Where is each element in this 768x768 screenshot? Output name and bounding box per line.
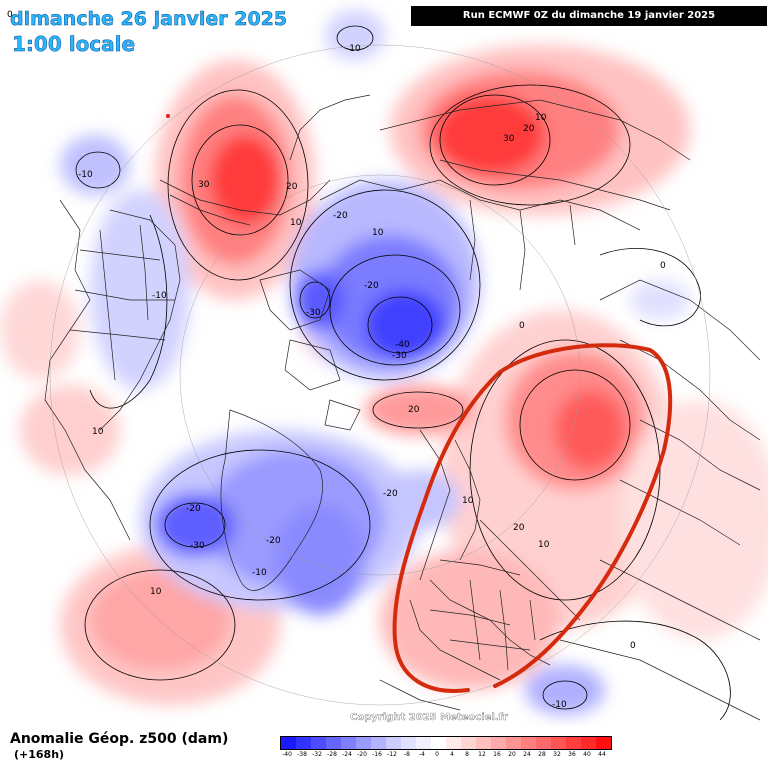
forecast-date-title: dimanche 26 janvier 2025 [10,8,288,31]
run-info-banner: Run ECMWF 0Z du dimanche 19 janvier 2025 [411,6,767,26]
contour-label: -20 [333,211,348,221]
colorbar-cell [416,737,431,749]
contour-label: 20 [408,405,420,415]
colorbar-cell [446,737,461,749]
contour-label: -10 [78,170,93,180]
colorbar-tick-label: -38 [297,751,307,758]
colorbar-cell [461,737,476,749]
colorbar-tick-label: 28 [538,751,546,758]
colorbar-tick-label: -24 [342,751,352,758]
colorbar-cell [356,737,371,749]
contour-label: 0 [630,641,636,651]
contour-label: -20 [383,489,398,499]
colorbar-tick-label: -32 [312,751,322,758]
contour-label: -10 [152,291,167,301]
legend-footer: Anomalie Géop. z500 (dam) (+168h) -40 -38… [0,726,768,768]
contour-label: 10 [538,540,550,550]
local-hour-title: 1:00 locale [12,32,136,57]
legend-subtitle: (+168h) [14,748,65,761]
contour-label: 20 [513,523,525,533]
colorbar-tick-label: 40 [583,751,591,758]
contour-label: 20 [286,182,298,192]
copyright-text: Copyright 2025 Meteociel.fr [350,712,508,723]
contour-label: -30 [190,541,205,551]
contour-label: 10 [372,228,384,238]
colorbar-tick-label: -16 [372,751,382,758]
colorbar-cell [536,737,551,749]
contour-label: -10 [552,700,567,710]
colorbar-cell [341,737,356,749]
legend-title: Anomalie Géop. z500 (dam) [10,731,229,747]
contour-label: 0 [660,261,666,271]
colorbar-tick-label: 36 [568,751,576,758]
colorbar-cell [431,737,446,749]
colorbar-ticks: -40 -38 -32 -28 -24 -20 -16 -12 -8 -4 0 4 8 12 16 20 24 2… [280,751,612,763]
contour-label: 20 [523,124,535,134]
colorbar-cell [506,737,521,749]
contour-label: -10 [252,568,267,578]
contour-label: 10 [290,218,302,228]
colorbar-cell [581,737,596,749]
colorbar-tick-label: -20 [357,751,367,758]
hand-drawn-annotation [392,343,673,693]
colorbar-tick-label: -28 [327,751,337,758]
contour-label: -20 [186,504,201,514]
colorbar-tick-label: 16 [493,751,501,758]
colorbar-cell [491,737,506,749]
contour-label: 10 [150,587,162,597]
colorbar-cell [296,737,311,749]
contour-label: 30 [198,180,210,190]
colorbar-cell [311,737,326,749]
colorbar-cell [386,737,401,749]
colorbar-tick-label: 20 [508,751,516,758]
colorbar-tick-label: 8 [465,751,469,758]
contour-label: -30 [306,308,321,318]
colorbar-cell [371,737,386,749]
contour-lines [75,25,731,721]
contour-label: -40 [395,340,410,350]
geography-lines [44,44,761,721]
colorbar-tick-label: 0 [435,751,439,758]
colorbar-tick-label: -8 [404,751,410,758]
colorbar-tick-label: 44 [598,751,606,758]
contour-label: 30 [503,134,515,144]
colorbar [280,736,612,750]
contour-label: -10 [346,44,361,54]
contour-label: 10 [462,496,474,506]
colorbar-cell [401,737,416,749]
contour-label: 10 [92,427,104,437]
corner-label: 0 [7,10,13,20]
colorbar-tick-label: 12 [478,751,486,758]
colorbar-cell [596,737,611,749]
colorbar-tick-label: 32 [553,751,561,758]
contour-labels: -10 -10 -10 -10 -20 -20 -20 -20 -20 -30 … [78,44,666,710]
colorbar-cell [281,737,296,749]
contour-label: -20 [364,281,379,291]
contour-label: -30 [392,351,407,361]
contour-label: -20 [266,536,281,546]
colorbar-tick-label: 4 [450,751,454,758]
colorbar-tick-label: -4 [419,751,425,758]
colorbar-tick-label: 24 [523,751,531,758]
colorbar-cell [551,737,566,749]
colorbar-tick-label: -12 [387,751,397,758]
location-dot [166,114,170,118]
colorbar-cell [476,737,491,749]
anomaly-field [0,10,768,715]
contour-label: 0 [519,321,525,331]
contour-label: 10 [535,113,547,123]
colorbar-cell [521,737,536,749]
colorbar-cell [566,737,581,749]
colorbar-tick-label: -40 [282,751,292,758]
colorbar-cell [326,737,341,749]
